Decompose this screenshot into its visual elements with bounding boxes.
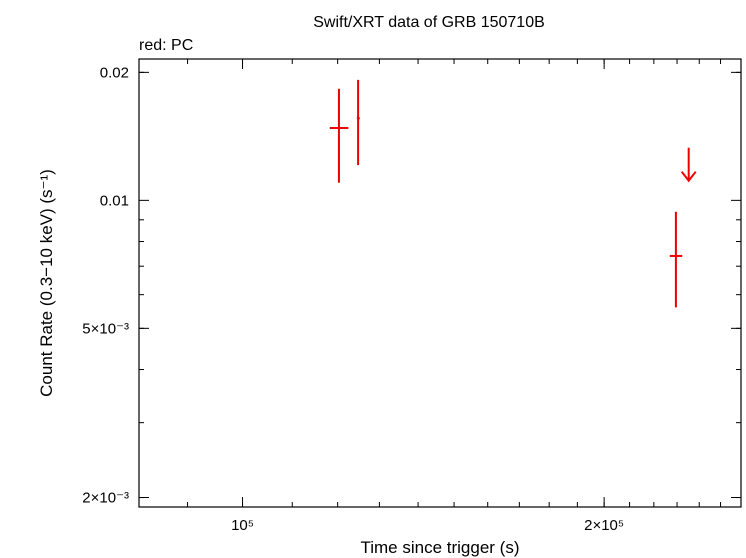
x-axis-label: Time since trigger (s) (360, 538, 519, 557)
y-tick-label: 0.02 (100, 64, 129, 81)
y-tick-label: 2×10⁻³ (82, 490, 129, 507)
chart-subtitle: red: PC (139, 37, 193, 54)
plot-frame (138, 58, 742, 508)
x-tick-label: 2×10⁵ (584, 517, 624, 534)
data-layer (329, 79, 697, 308)
x-tick-label: 10⁵ (231, 517, 254, 534)
y-tick-label: 0.01 (100, 192, 129, 209)
chart-title: Swift/XRT data of GRB 150710B (313, 14, 545, 31)
axis-ticks: 2×10⁻³ 5×10⁻³ 0.01 0.02 10⁵ 2×10⁵ (82, 59, 741, 534)
y-axis-label: Count Rate (0.3−10 keV) (s⁻¹) (37, 169, 56, 397)
upper-limit-arrowhead (680, 171, 697, 183)
y-tick-label: 5×10⁻³ (82, 320, 129, 337)
